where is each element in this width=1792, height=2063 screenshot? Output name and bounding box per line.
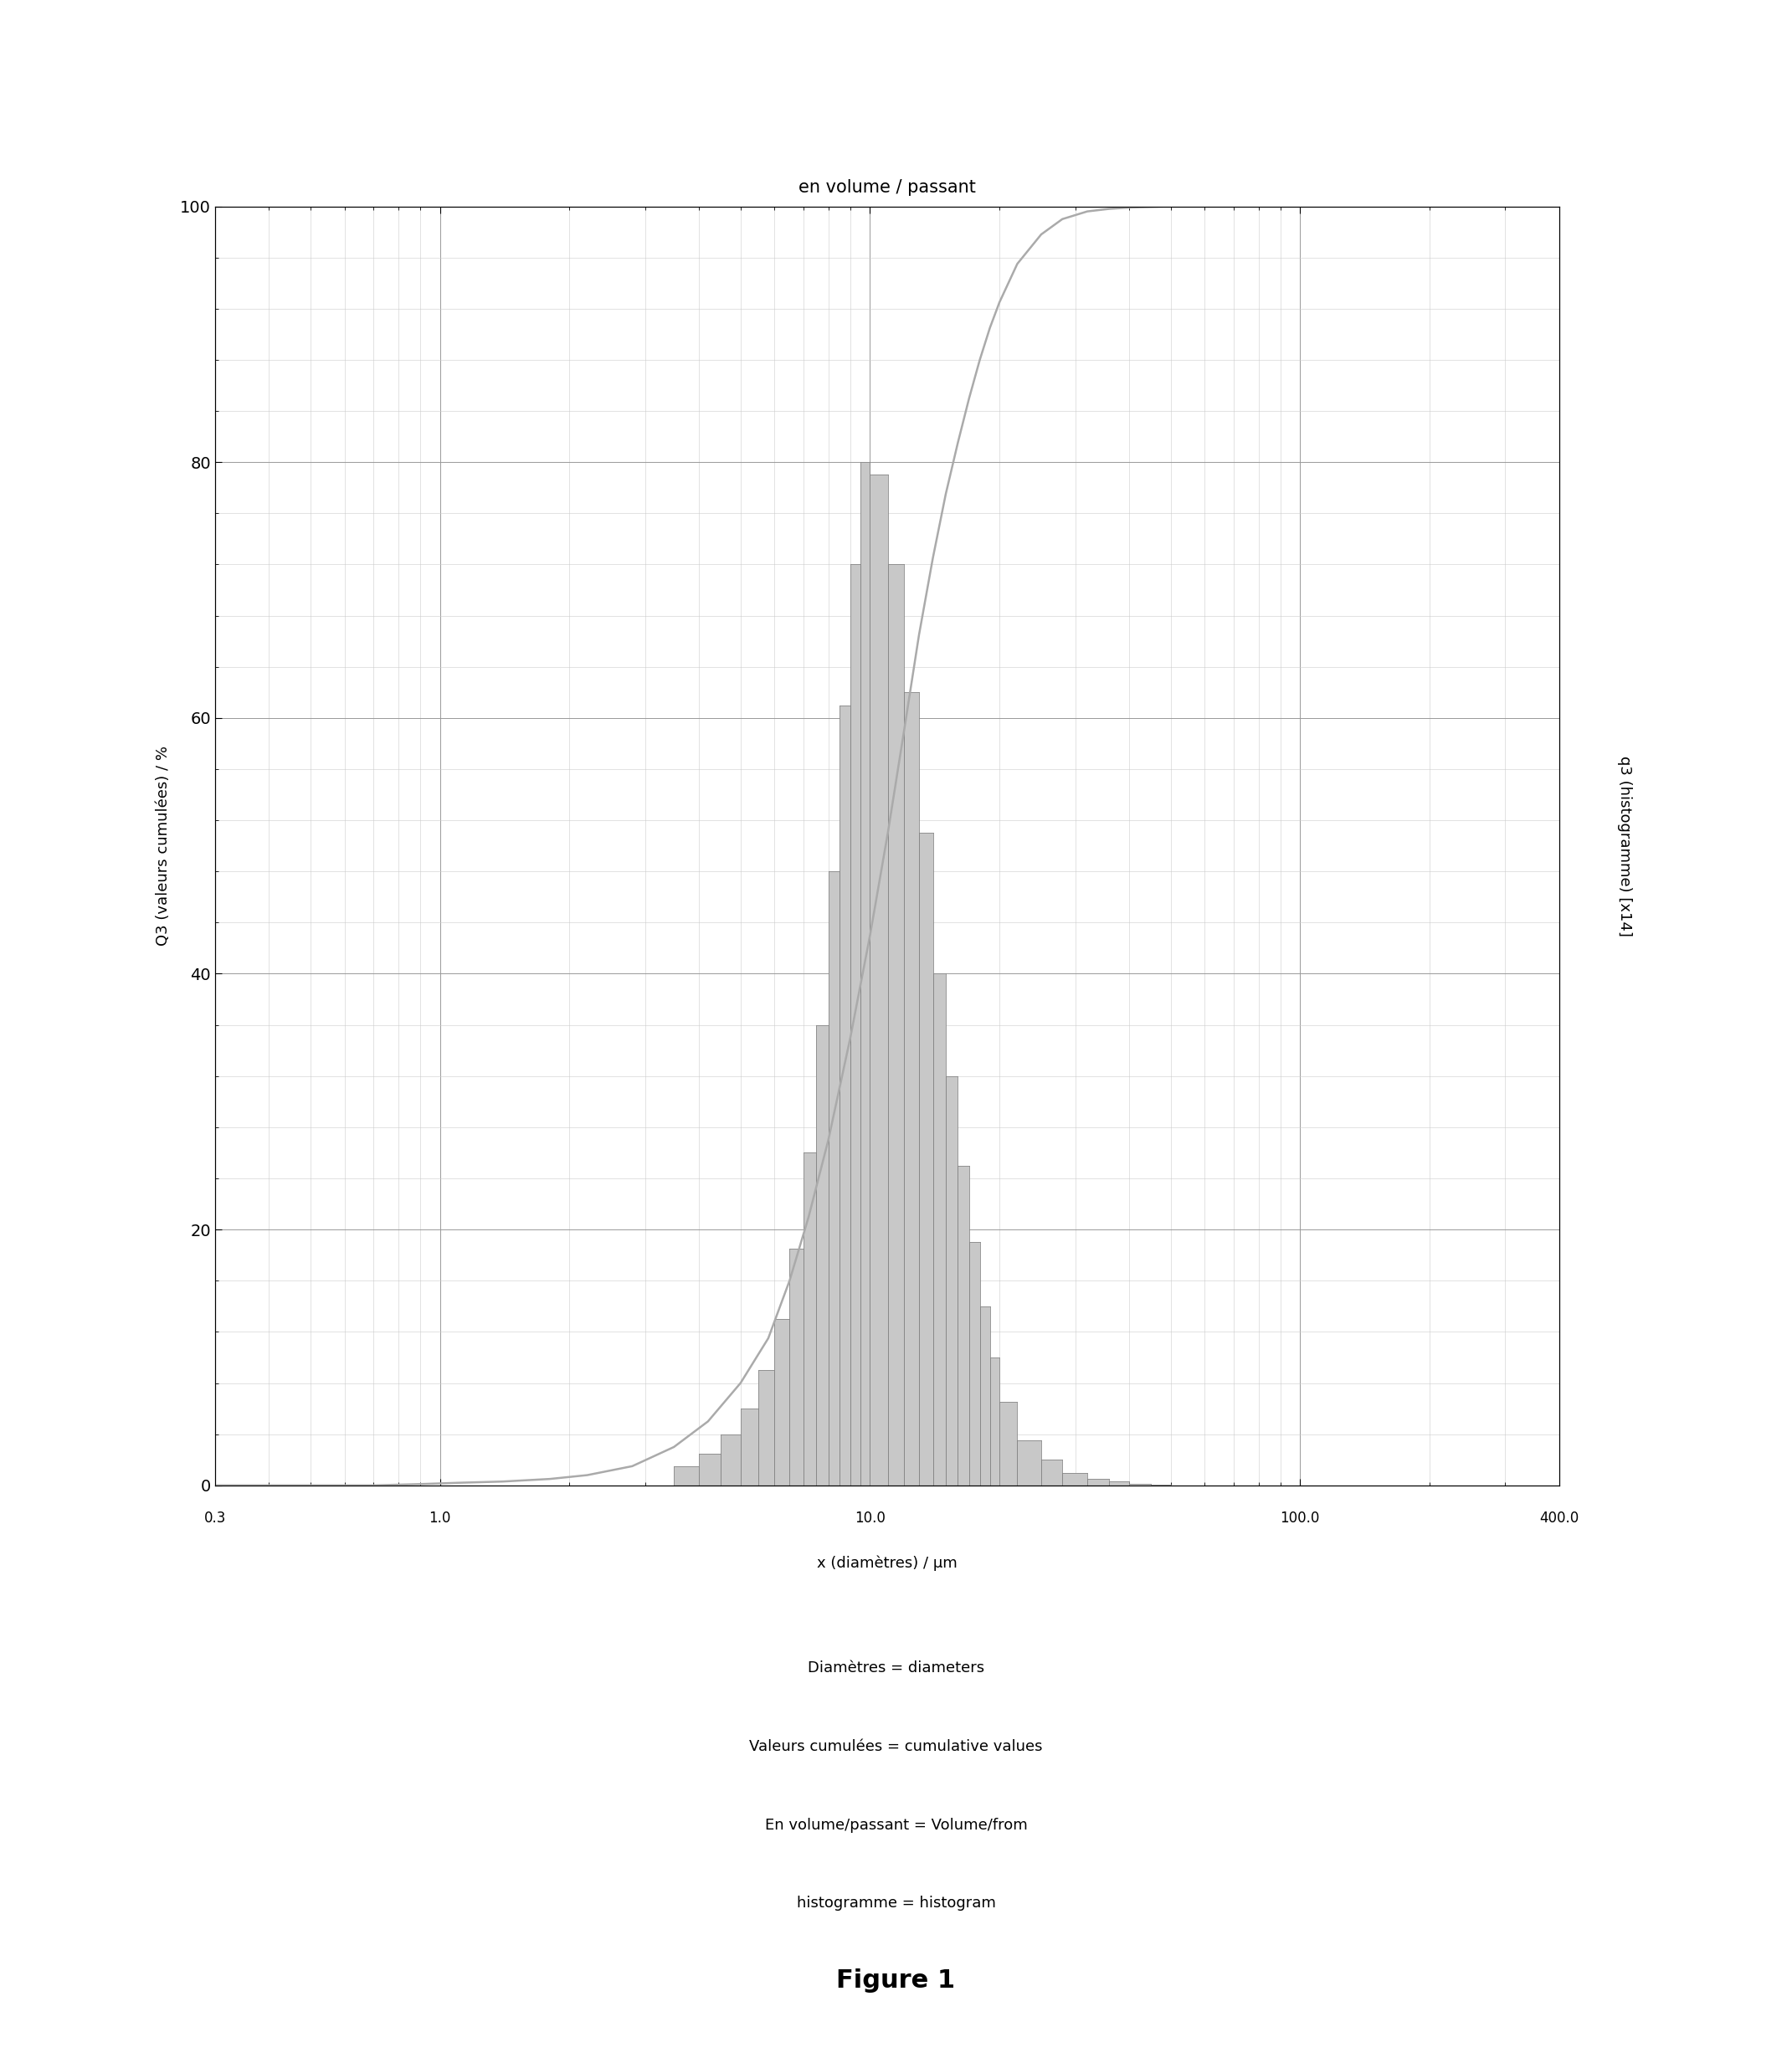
Text: x (diamètres) / µm: x (diamètres) / µm bbox=[817, 1556, 957, 1572]
Y-axis label: Q3 (valeurs cumulées) / %: Q3 (valeurs cumulées) / % bbox=[156, 747, 170, 945]
Text: Diamètres = diameters: Diamètres = diameters bbox=[808, 1661, 984, 1675]
Text: 400.0: 400.0 bbox=[1539, 1510, 1579, 1527]
Text: Valeurs cumulées = cumulative values: Valeurs cumulées = cumulative values bbox=[749, 1739, 1043, 1754]
Text: histogramme = histogram: histogramme = histogram bbox=[796, 1896, 996, 1910]
Y-axis label: q3 (histogramme) [x14]: q3 (histogramme) [x14] bbox=[1616, 755, 1633, 937]
Title: en volume / passant: en volume / passant bbox=[799, 179, 975, 196]
Text: 0.3: 0.3 bbox=[204, 1510, 226, 1527]
Text: Figure 1: Figure 1 bbox=[837, 1968, 955, 1993]
Text: En volume/passant = Volume/from: En volume/passant = Volume/from bbox=[765, 1818, 1027, 1832]
Text: 1.0: 1.0 bbox=[428, 1510, 452, 1527]
Text: 100.0: 100.0 bbox=[1279, 1510, 1321, 1527]
Text: 10.0: 10.0 bbox=[855, 1510, 885, 1527]
